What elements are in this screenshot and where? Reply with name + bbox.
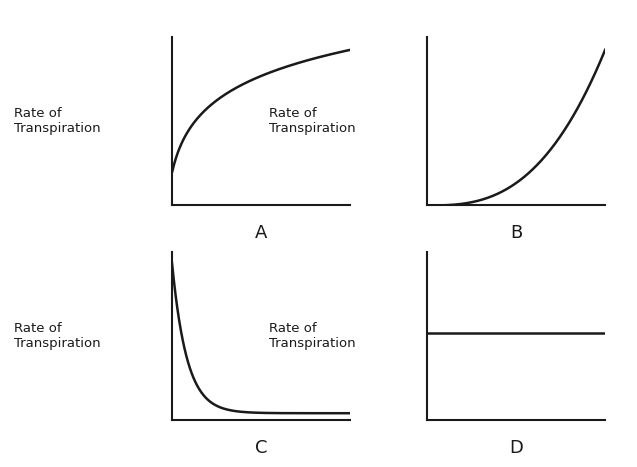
Text: B: B [510, 225, 522, 242]
Text: Rate of
Transpiration: Rate of Transpiration [14, 107, 101, 135]
Text: C: C [255, 439, 268, 457]
Text: Rate of
Transpiration: Rate of Transpiration [269, 107, 355, 135]
Text: D: D [509, 439, 523, 457]
Text: Rate of
Transpiration: Rate of Transpiration [269, 322, 355, 350]
Text: Rate of
Transpiration: Rate of Transpiration [14, 322, 101, 350]
Text: A: A [255, 225, 268, 242]
